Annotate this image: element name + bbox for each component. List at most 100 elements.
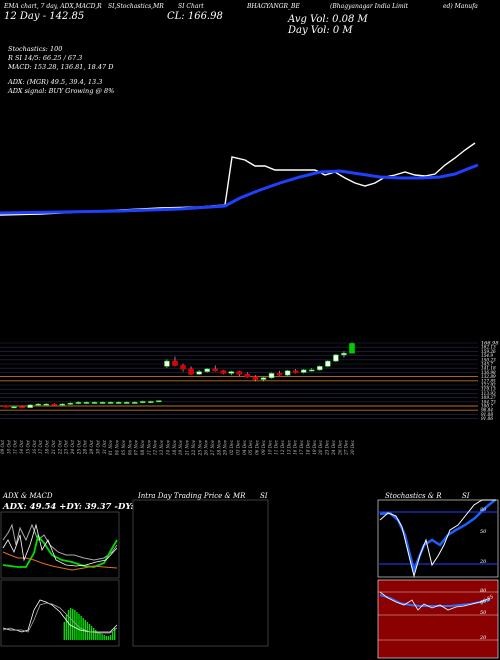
date-tick-label: 30 Dec xyxy=(350,439,355,454)
adx-panel xyxy=(0,511,120,579)
ema-chart xyxy=(0,142,479,216)
candle-body xyxy=(67,402,74,405)
ema-value: 12 Day - 142.85 xyxy=(4,11,85,22)
date-tick-label: 05 Nov xyxy=(121,439,126,455)
header-company2: ed) Manufa xyxy=(443,3,478,10)
date-tick-label: 18 Nov xyxy=(172,439,177,455)
rsi-tick-20: 20 xyxy=(479,635,487,641)
candle-body xyxy=(260,377,267,380)
date-tick-label: 28 Nov xyxy=(216,439,221,456)
rsi-white-line xyxy=(379,591,491,611)
candle-body xyxy=(148,401,154,403)
date-tick-label: 24 Dec xyxy=(331,439,336,455)
macd-histogram-bar xyxy=(103,635,105,640)
price-tick-label: 104.73 xyxy=(481,399,496,404)
adx-panel-title: ADX & MACD xyxy=(3,492,53,500)
date-tick-label: 23 Dec xyxy=(325,439,330,455)
adx-signal: ADX signal: BUY Growing @ 8% xyxy=(8,87,115,95)
candle-body xyxy=(212,368,219,372)
candle-body xyxy=(11,406,17,409)
intraday-panel xyxy=(132,499,269,647)
date-tick-label: 20 Dec xyxy=(318,439,323,455)
candle-body xyxy=(196,371,202,375)
candle-body xyxy=(188,368,194,375)
candle-body xyxy=(19,406,25,409)
candle-body xyxy=(156,400,162,403)
candle-body xyxy=(317,366,323,371)
candle-body xyxy=(35,403,41,406)
candle-body xyxy=(325,360,331,367)
macd-histogram-bar xyxy=(101,634,103,640)
date-tick-label: 25 Oct xyxy=(76,440,81,455)
candle-body xyxy=(292,370,299,373)
candle-body xyxy=(268,373,275,379)
price-tick-label: 145.7 xyxy=(481,362,493,367)
stoch-panel-title: Stochastics & R xyxy=(385,492,442,500)
date-tick-label: 11 Dec xyxy=(274,439,279,454)
ema-line xyxy=(0,142,479,216)
macd-histogram-bar xyxy=(72,609,74,640)
candle-body xyxy=(236,371,243,375)
price-tick-label: 141.18 xyxy=(481,366,496,371)
header-symbol: BHAGYANGR_BE xyxy=(247,3,300,10)
date-tick-label: 12 Dec xyxy=(280,439,285,454)
candle-body xyxy=(333,354,339,362)
adx-reading: ADX: (MGR) 49.5, 39.4, 13.3 xyxy=(8,78,103,86)
rsi-panel: 80 50 20 66.25 xyxy=(377,579,499,659)
candle-body xyxy=(172,360,178,366)
macd-histogram-bar xyxy=(63,622,65,640)
macd-histogram-bar xyxy=(90,626,93,640)
candle-body xyxy=(300,369,307,373)
price-tick-label: 166.98 xyxy=(481,341,499,347)
candle-body xyxy=(308,369,315,372)
macd-histogram-bar xyxy=(67,610,70,640)
price-tick-label: 122.92 xyxy=(481,383,496,388)
candlestick-chart: 166.98162.13159.26154.9150.23145.7141.18… xyxy=(0,341,499,456)
date-tick-label: 26 Nov xyxy=(204,439,209,456)
date-tick-label: 06 Dec xyxy=(255,439,260,454)
macd-histogram-bar xyxy=(114,628,116,640)
date-tick-label: 13 Nov xyxy=(159,439,164,455)
candle-body xyxy=(252,376,259,380)
stoch-k-line xyxy=(379,499,496,578)
candle-body xyxy=(284,370,291,376)
candle-body xyxy=(341,352,347,356)
candle-body xyxy=(204,368,210,372)
macd-histogram-bar xyxy=(80,616,82,640)
macd-histogram-bar xyxy=(74,610,76,640)
date-tick-label: 27 Dec xyxy=(344,439,349,455)
ema-curve xyxy=(0,163,479,215)
macd-histogram-bar xyxy=(95,630,97,640)
date-tick-label: 16 Oct xyxy=(32,440,37,454)
date-tick-label: 16 Dec xyxy=(293,439,298,454)
date-tick-label: 25 Nov xyxy=(197,439,202,456)
macd-histogram-bar xyxy=(93,628,95,640)
price-tick-label: 91.08 xyxy=(481,412,493,417)
date-tick-label: 04 Nov xyxy=(115,439,120,455)
macd-histogram-bar xyxy=(99,633,101,640)
price-tick-label: 162.13 xyxy=(481,345,496,350)
date-tick-label: 09 Dec xyxy=(261,439,266,454)
date-tick-label: 04 Dec xyxy=(242,439,247,454)
candle-body xyxy=(220,370,227,374)
date-tick-label: 03 Dec xyxy=(235,439,240,454)
date-tick-label: 11 Oct xyxy=(13,440,18,454)
close-value: CL: 166.98 xyxy=(167,11,223,22)
macd-histogram-bar xyxy=(111,632,114,640)
date-tick-label: 17 Dec xyxy=(299,439,304,454)
macd-reading: MACD: 153.28, 136.81, 18.47 D xyxy=(8,63,114,71)
candle-body xyxy=(349,343,355,354)
signal-line xyxy=(2,602,118,634)
date-tick-label: 24 Oct xyxy=(70,440,75,455)
macd-panel xyxy=(0,579,120,647)
candle-body xyxy=(3,405,9,408)
date-tick-label: 29 Oct xyxy=(89,440,94,455)
date-tick-label: 22 Oct xyxy=(57,440,62,455)
candle-body xyxy=(164,360,170,367)
rsi-tick-50: 50 xyxy=(480,610,487,616)
date-tick-label: 19 Dec xyxy=(312,439,317,454)
date-tick-label: 27 Nov xyxy=(210,439,215,456)
header-mid2: SI Chart xyxy=(178,3,204,10)
date-tick-label: 05 Dec xyxy=(248,439,253,454)
